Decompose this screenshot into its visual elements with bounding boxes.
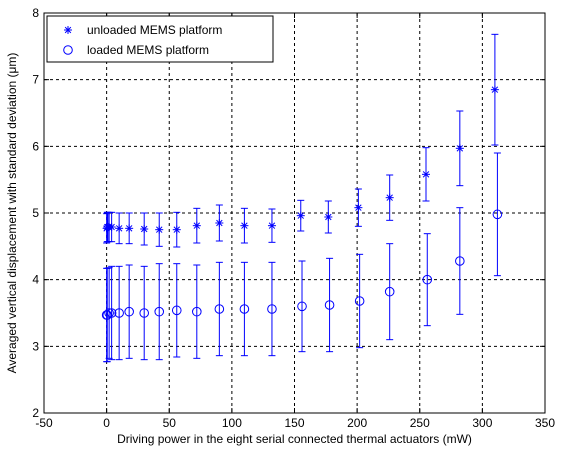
data-point-asterisk [324, 213, 333, 221]
x-tick-label: 200 [347, 416, 367, 430]
legend-asterisk-glyph [64, 26, 72, 34]
data-point-asterisk [192, 221, 201, 230]
error-bar [215, 261, 223, 357]
x-tick-label: 350 [535, 416, 555, 430]
x-tick-label: 150 [284, 416, 304, 430]
legend: unloaded MEMS platform loaded MEMS platf… [46, 15, 274, 63]
y-tick-label: 2 [32, 406, 39, 420]
error-bar [268, 261, 276, 357]
data-point-asterisk [455, 144, 464, 153]
data-point-circle [171, 305, 182, 316]
data-point-asterisk [240, 221, 249, 230]
data-point-circle [239, 304, 250, 314]
data-point-asterisk [140, 225, 149, 233]
x-tick-label: 0 [103, 416, 110, 430]
data-point-circle [455, 256, 465, 266]
data-point-asterisk [490, 85, 499, 94]
grid [44, 13, 545, 413]
y-axis-title: Averaged vertical displacement with stan… [5, 53, 19, 374]
legend-box [46, 15, 274, 63]
legend-marker-circle [63, 45, 73, 55]
data-point-asterisk [107, 223, 116, 231]
error-bar [125, 264, 133, 359]
data-point-asterisk [172, 225, 181, 234]
y-tick-label: 6 [32, 139, 39, 153]
series-loaded [101, 152, 503, 363]
error-bar [356, 253, 364, 349]
x-tick-label: 250 [410, 416, 430, 430]
error-bar [493, 152, 501, 277]
x-tick-label: 300 [472, 416, 492, 430]
data-point-asterisk [296, 211, 305, 220]
error-bar [108, 265, 116, 361]
error-bar [386, 243, 394, 341]
data-point-asterisk [422, 170, 431, 179]
x-tick-label: 100 [222, 416, 242, 430]
data-point-asterisk [125, 224, 134, 233]
data-point-asterisk [385, 193, 394, 202]
error-bar [456, 207, 464, 315]
x-tick-label: 50 [163, 416, 177, 430]
data-point-circle [422, 274, 433, 285]
error-bar [193, 264, 201, 359]
plot-data [101, 33, 503, 363]
data-point-asterisk [354, 203, 363, 212]
error-bar [298, 260, 306, 353]
axis-ticks: -50 0 50 100 150 200 250 300 350 2 3 4 5 6 7 8 [32, 6, 555, 430]
y-tick-label: 7 [32, 73, 39, 87]
legend-circle-glyph [63, 45, 73, 55]
data-point-circle [124, 306, 134, 317]
data-point-asterisk [215, 219, 224, 227]
legend-label-unloaded: unloaded MEMS platform [87, 23, 222, 37]
error-bar [423, 233, 431, 327]
data-point-circle [492, 209, 503, 220]
data-point-circle [354, 296, 365, 306]
error-bar [240, 261, 248, 357]
legend-label-loaded: loaded MEMS platform [87, 43, 209, 57]
data-point-asterisk [115, 224, 124, 233]
data-point-circle [214, 304, 225, 314]
y-tick-label: 4 [32, 273, 39, 287]
data-point-asterisk [155, 225, 164, 234]
data-point-circle [384, 286, 395, 297]
error-bar [140, 265, 148, 361]
series-unloaded [102, 33, 499, 248]
data-point-circle [104, 308, 114, 318]
error-bar [173, 263, 181, 358]
y-tick-label: 3 [32, 339, 39, 353]
data-point-circle [106, 308, 117, 318]
legend-marker-asterisk [64, 26, 72, 34]
data-point-circle [114, 308, 124, 318]
data-point-asterisk [267, 221, 276, 230]
y-tick-label: 5 [32, 206, 39, 220]
error-bar [155, 263, 163, 361]
data-point-circle [192, 306, 202, 317]
data-point-circle [139, 308, 149, 318]
data-point-circle [267, 304, 277, 314]
data-point-circle [297, 301, 307, 312]
data-point-circle [154, 306, 165, 317]
y-tick-label: 8 [32, 6, 39, 20]
error-bar [326, 257, 334, 353]
data-point-circle [324, 300, 335, 310]
x-tick-label: -50 [35, 416, 53, 430]
x-axis-title: Driving power in the eight serial connec… [117, 432, 472, 446]
error-bar [115, 265, 123, 361]
